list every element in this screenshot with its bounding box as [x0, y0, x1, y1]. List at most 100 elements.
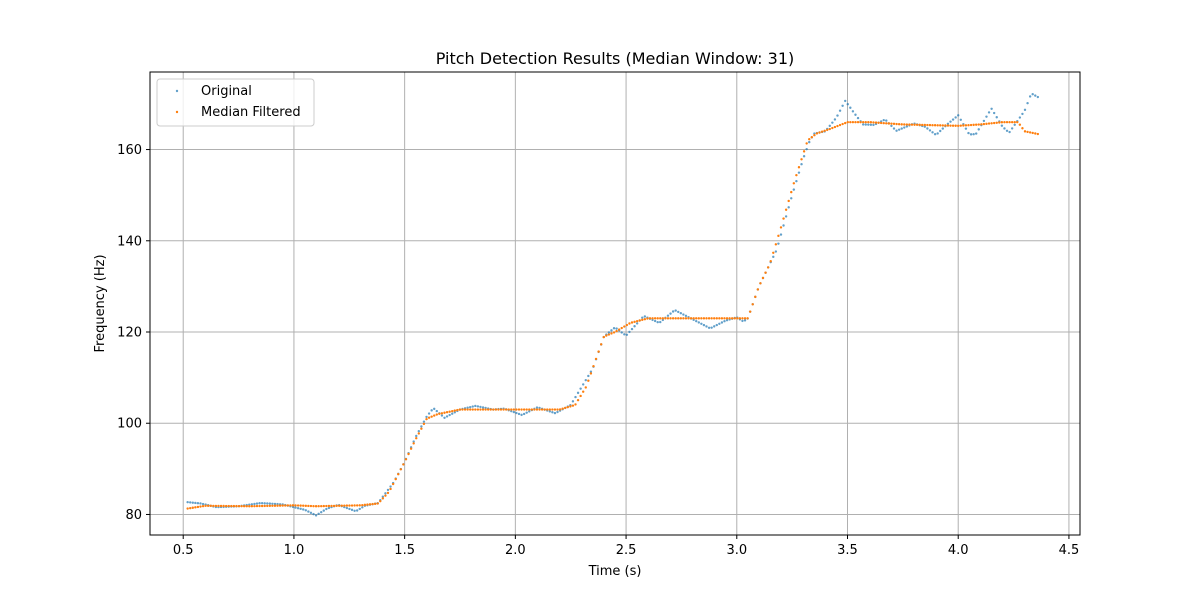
x-tick-label: 0.5	[173, 543, 194, 558]
data-point	[833, 125, 837, 129]
data-point	[1000, 121, 1004, 124]
data-point	[800, 163, 803, 166]
data-point	[1013, 120, 1016, 124]
data-point	[674, 317, 677, 320]
data-point	[623, 333, 626, 336]
data-point	[391, 482, 395, 486]
data-point	[582, 390, 585, 393]
data-point	[504, 408, 508, 411]
data-point	[1028, 131, 1032, 134]
x-tick-label: 2.0	[505, 543, 526, 558]
data-point	[389, 485, 392, 488]
data-point	[253, 502, 256, 506]
data-point	[718, 317, 721, 320]
data-point	[933, 124, 937, 127]
data-point	[784, 208, 788, 211]
data-point	[841, 122, 844, 126]
data-point	[314, 505, 318, 508]
data-point	[800, 158, 803, 161]
data-point	[944, 124, 947, 127]
data-point	[689, 317, 693, 320]
data-point	[304, 509, 307, 512]
data-point	[720, 317, 724, 320]
data-point	[345, 504, 349, 507]
data-point	[1008, 130, 1011, 134]
data-point	[823, 129, 826, 132]
data-point	[628, 322, 631, 325]
data-point	[630, 321, 634, 324]
data-point	[312, 512, 315, 516]
data-point	[1036, 132, 1040, 136]
data-point	[977, 128, 980, 131]
data-point	[820, 130, 824, 133]
data-point	[345, 506, 349, 510]
data-point	[242, 505, 246, 508]
data-point	[350, 508, 354, 512]
data-point	[882, 118, 885, 122]
data-point	[885, 122, 888, 125]
data-point	[1023, 130, 1027, 133]
legend-label-original: Original	[201, 84, 252, 99]
data-point	[212, 504, 215, 508]
data-point	[348, 504, 351, 507]
data-point	[404, 458, 408, 461]
data-point	[910, 123, 914, 126]
data-point	[317, 512, 320, 515]
data-point	[635, 322, 639, 325]
data-point	[227, 504, 230, 508]
data-point	[772, 251, 775, 254]
data-point	[787, 206, 790, 209]
data-point	[641, 316, 644, 319]
data-point	[327, 504, 331, 508]
data-point	[733, 317, 736, 320]
data-point	[440, 414, 444, 417]
plot-frame	[149, 71, 1081, 536]
data-point	[746, 317, 749, 320]
data-point	[856, 116, 860, 120]
data-point	[815, 132, 819, 135]
data-point	[897, 123, 901, 126]
data-point	[941, 124, 944, 127]
data-point	[964, 127, 968, 130]
data-point	[386, 488, 390, 492]
data-point	[302, 508, 305, 511]
y-axis-label: Frequency (Hz)	[93, 254, 108, 352]
data-point	[584, 378, 587, 382]
data-point	[797, 171, 801, 174]
data-point	[1016, 120, 1019, 124]
data-point	[777, 234, 780, 238]
data-point	[677, 310, 680, 314]
data-point	[671, 317, 675, 320]
data-point	[985, 115, 988, 118]
data-point	[769, 260, 772, 263]
series-median-filtered	[186, 120, 1040, 510]
data-point	[1010, 120, 1014, 124]
data-point	[1031, 131, 1034, 135]
data-point	[679, 317, 683, 320]
data-point	[635, 319, 639, 323]
data-point	[599, 343, 603, 346]
data-point	[353, 509, 356, 512]
data-point	[250, 505, 254, 508]
data-point	[522, 412, 526, 416]
data-point	[479, 405, 482, 409]
data-point	[561, 407, 564, 410]
data-point	[194, 506, 197, 509]
data-point	[905, 125, 909, 128]
data-point	[453, 411, 456, 414]
data-point	[885, 119, 888, 122]
data-point	[844, 99, 847, 103]
data-point	[381, 495, 385, 498]
data-point	[641, 318, 644, 322]
data-point	[522, 408, 526, 411]
data-point	[322, 509, 325, 512]
data-point	[358, 507, 361, 511]
data-point	[715, 323, 718, 327]
data-point	[250, 503, 254, 506]
data-point	[230, 504, 233, 508]
data-point	[928, 129, 932, 132]
data-point	[307, 510, 310, 513]
data-point	[353, 504, 356, 507]
data-point	[779, 226, 783, 229]
data-point	[923, 123, 927, 127]
